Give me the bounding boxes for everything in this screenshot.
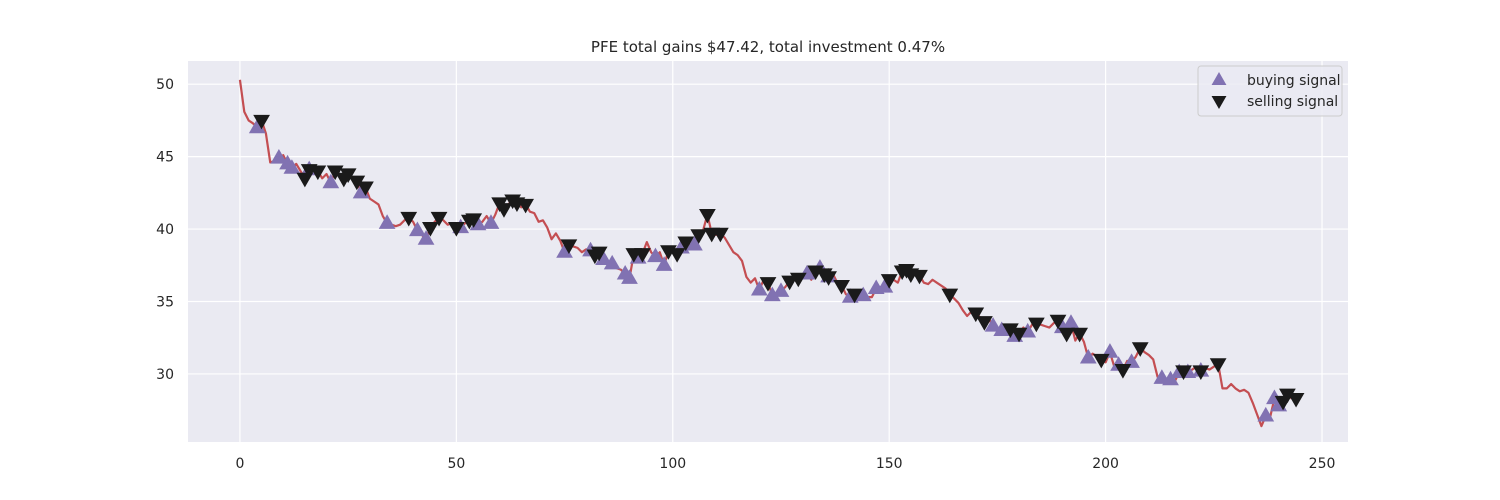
sell-signal-marker	[1209, 358, 1227, 373]
chart-title: PFE total gains $47.42, total investment…	[591, 38, 945, 56]
sell-signal-marker	[846, 288, 863, 304]
sell-signal-marker	[339, 168, 357, 183]
sell-signal-marker	[1114, 363, 1132, 379]
sell-signal-marker	[253, 114, 270, 130]
sell-signal-marker	[712, 227, 729, 243]
sell-signal-marker	[911, 269, 928, 285]
buy-signal-marker	[283, 159, 301, 174]
sell-signal-marker	[348, 175, 366, 191]
buy-signal-marker	[763, 286, 781, 302]
x-tick-label: 0	[235, 456, 244, 472]
buy-signal-marker	[603, 254, 621, 270]
buy-signal-marker	[248, 118, 266, 134]
y-tick-label: 30	[156, 367, 174, 383]
buy-signal-marker	[417, 230, 435, 245]
sell-signal-marker	[1279, 388, 1296, 404]
sell-signal-marker	[1175, 365, 1192, 381]
sell-signal-marker	[326, 165, 344, 181]
sell-signal-marker	[690, 229, 708, 244]
y-tick-label: 35	[156, 294, 174, 310]
legend-sell-marker-icon	[1211, 96, 1227, 109]
sell-signal-marker	[1287, 392, 1305, 408]
sell-signal-marker	[447, 222, 465, 237]
sell-signal-marker	[634, 248, 651, 263]
legend-buy-marker-icon	[1211, 72, 1227, 85]
sell-signal-marker	[422, 222, 439, 237]
sell-signal-marker	[820, 271, 837, 286]
buy-signal-marker	[854, 286, 872, 302]
sell-signal-marker	[1058, 327, 1076, 343]
sell-signal-marker	[590, 246, 608, 262]
y-tick-label: 45	[156, 150, 174, 166]
buy-signal-marker	[686, 235, 703, 251]
legend-box	[1197, 65, 1343, 117]
y-tick-label: 50	[156, 77, 174, 93]
buy-signal-marker	[655, 256, 673, 271]
legend: buying signal selling signal	[1197, 65, 1343, 117]
buy-signal-marker	[993, 321, 1011, 337]
axis-tick-labels: 0 50 100 150 200 250 30 35 40 45 50	[156, 77, 1335, 472]
buy-signal-marker	[876, 277, 894, 293]
buy-signal-marker	[1062, 314, 1080, 329]
sell-signal-marker	[1049, 314, 1067, 330]
legend-sell-label: selling signal	[1247, 94, 1338, 110]
buy-signal-marker	[322, 173, 340, 189]
sell-signal-marker	[560, 239, 578, 254]
sell-signal-marker	[699, 208, 716, 224]
sell-signal-marker	[1002, 323, 1019, 339]
buy-signal-marker	[1257, 406, 1275, 422]
sell-signal-marker	[400, 211, 418, 227]
sell-signal-marker	[967, 307, 985, 323]
buy-signal-marker	[1079, 348, 1097, 364]
sell-signal-marker	[1192, 365, 1210, 381]
legend-buy-label: buying signal	[1247, 73, 1341, 89]
y-tick-label: 40	[156, 222, 174, 238]
buy-signal-marker	[378, 214, 396, 229]
sell-signal-marker	[1131, 342, 1149, 357]
buy-signal-marker	[409, 221, 426, 237]
sell-signal-marker	[1071, 327, 1089, 343]
sell-signal-marker	[759, 277, 777, 292]
plot-area	[188, 61, 1348, 442]
sell-signal-marker	[495, 203, 513, 218]
sell-signal-marker	[833, 279, 850, 295]
x-tick-label: 50	[447, 456, 465, 472]
x-tick-label: 150	[876, 456, 903, 472]
x-tick-label: 100	[659, 456, 686, 472]
x-tick-label: 200	[1092, 456, 1119, 472]
sell-signal-markers	[253, 114, 1305, 411]
buy-signal-marker	[556, 243, 573, 258]
buy-signal-marker	[482, 214, 500, 229]
sell-signal-marker	[880, 274, 898, 289]
buy-signal-marker	[984, 317, 1002, 332]
sell-signal-marker	[1027, 317, 1045, 333]
sell-signal-marker	[465, 213, 483, 228]
sell-signal-marker	[677, 236, 695, 252]
sell-signal-marker	[941, 288, 959, 304]
buy-signal-marker	[772, 282, 790, 297]
buy-signal-marker	[750, 280, 768, 296]
sell-signal-marker	[517, 198, 534, 214]
sell-signal-marker	[1010, 327, 1028, 343]
buy-signal-marker	[1162, 370, 1179, 386]
buy-signal-marker	[647, 247, 664, 263]
buy-signal-marker	[270, 149, 288, 164]
sell-signal-marker	[976, 316, 993, 331]
sell-signal-marker	[309, 165, 327, 181]
x-tick-label: 250	[1309, 456, 1336, 472]
sell-signal-marker	[1092, 353, 1110, 369]
sell-signal-marker	[430, 211, 448, 227]
buy-signal-marker	[595, 250, 612, 266]
sell-signal-marker	[668, 248, 686, 263]
grid-lines	[188, 61, 1348, 442]
sell-signal-marker	[357, 181, 374, 197]
buy-signal-marker	[621, 269, 638, 284]
sell-signal-marker	[789, 272, 807, 288]
